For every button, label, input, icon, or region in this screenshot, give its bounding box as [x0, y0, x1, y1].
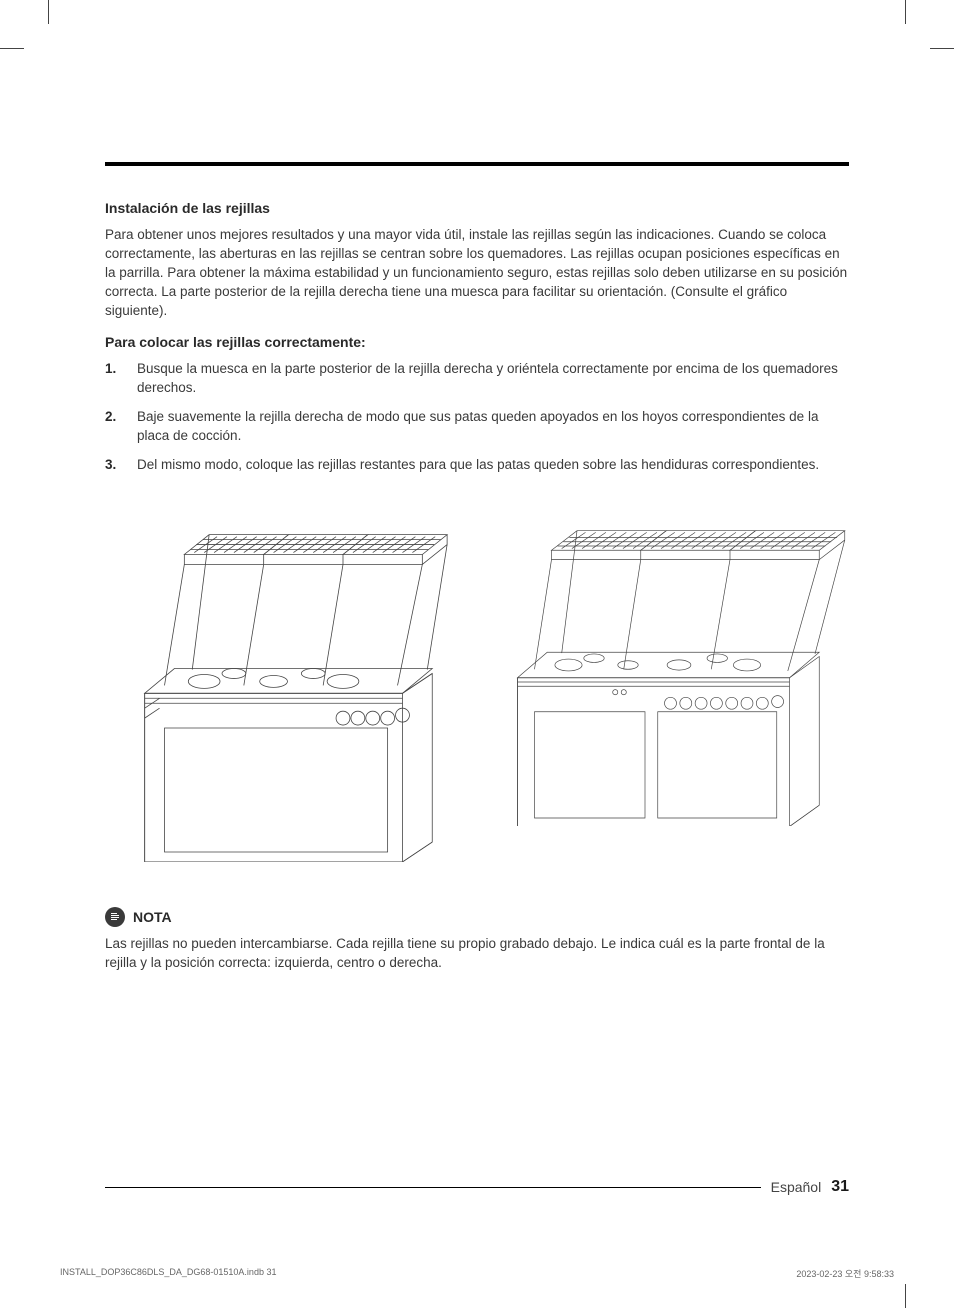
footer-filename: INSTALL_DOP36C86DLS_DA_DG68-01510A.indb …: [60, 1267, 276, 1280]
crop-mark: [905, 0, 906, 24]
step-item: Busque la muesca en la parte posterior d…: [105, 360, 849, 398]
step-item: Del mismo modo, coloque las rejillas res…: [105, 456, 849, 475]
steps-list: Busque la muesca en la parte posterior d…: [105, 360, 849, 474]
page-content: Instalación de las rejillas Para obtener…: [105, 200, 849, 987]
crop-mark: [0, 48, 24, 49]
note-label: NOTA: [133, 909, 172, 925]
footer-metadata: INSTALL_DOP36C86DLS_DA_DG68-01510A.indb …: [60, 1267, 894, 1280]
section-heading: Instalación de las rejillas: [105, 200, 849, 216]
footer-rule: [105, 1187, 761, 1188]
crop-mark: [930, 48, 954, 49]
subsection-heading: Para colocar las rejillas correctamente:: [105, 334, 849, 350]
stove-diagram-right: [492, 495, 849, 867]
note-icon: [105, 907, 125, 927]
note-header: NOTA: [105, 907, 849, 927]
note-section: NOTA Las rejillas no pueden intercambiar…: [105, 907, 849, 973]
step-item: Baje suavemente la rejilla derecha de mo…: [105, 408, 849, 446]
note-text: Las rejillas no pueden intercambiarse. C…: [105, 935, 849, 973]
diagrams-row: [105, 495, 849, 867]
header-rule: [105, 162, 849, 166]
footer-language: Español: [771, 1179, 822, 1195]
intro-paragraph: Para obtener unos mejores resultados y u…: [105, 226, 849, 320]
crop-mark: [48, 0, 49, 24]
crop-mark: [905, 1284, 906, 1308]
footer-timestamp: 2023-02-23 오전 9:58:33: [796, 1267, 894, 1280]
footer-page-number: 31: [831, 1178, 849, 1196]
stove-diagram-left: [105, 495, 462, 867]
page-footer: Español 31: [105, 1178, 849, 1196]
